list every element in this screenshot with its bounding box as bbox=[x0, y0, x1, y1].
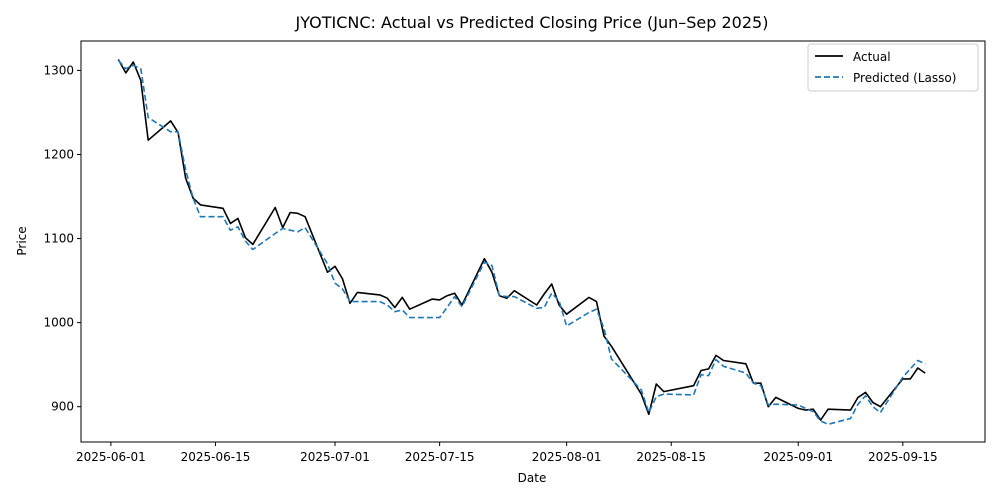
legend-actual-label: Actual bbox=[853, 50, 891, 64]
chart-title: JYOTICNC: Actual vs Predicted Closing Pr… bbox=[295, 13, 769, 32]
legend: Actual Predicted (Lasso) bbox=[807, 43, 979, 92]
y-tick-label: 900 bbox=[51, 400, 74, 414]
y-axis: 900 1000 1100 1200 1300 bbox=[43, 63, 81, 414]
x-tick-label: 2025-07-15 bbox=[405, 450, 475, 464]
x-tick-label: 2025-07-01 bbox=[300, 450, 370, 464]
x-axis: 2025-06-01 2025-06-15 2025-07-01 2025-07-15… bbox=[76, 442, 938, 464]
x-tick-label: 2025-08-01 bbox=[532, 450, 602, 464]
y-tick-label: 1200 bbox=[43, 147, 74, 161]
series-layer bbox=[117, 59, 926, 426]
legend-predicted-label: Predicted (Lasso) bbox=[853, 71, 956, 85]
y-axis-label: Price bbox=[15, 226, 29, 255]
x-tick-label: 2025-09-01 bbox=[763, 450, 833, 464]
x-tick-label: 2025-08-15 bbox=[636, 450, 706, 464]
legend-box bbox=[807, 43, 979, 92]
x-axis-label: Date bbox=[518, 471, 547, 485]
predicted-price-line bbox=[117, 59, 926, 426]
x-tick-label: 2025-09-15 bbox=[868, 450, 938, 464]
actual-price-line bbox=[117, 59, 926, 421]
x-tick-label: 2025-06-15 bbox=[181, 450, 251, 464]
y-tick-label: 1000 bbox=[43, 316, 74, 330]
y-tick-label: 1100 bbox=[43, 232, 74, 246]
plot-frame bbox=[80, 40, 986, 443]
y-tick-label: 1300 bbox=[43, 63, 74, 77]
x-tick-label: 2025-06-01 bbox=[76, 450, 146, 464]
